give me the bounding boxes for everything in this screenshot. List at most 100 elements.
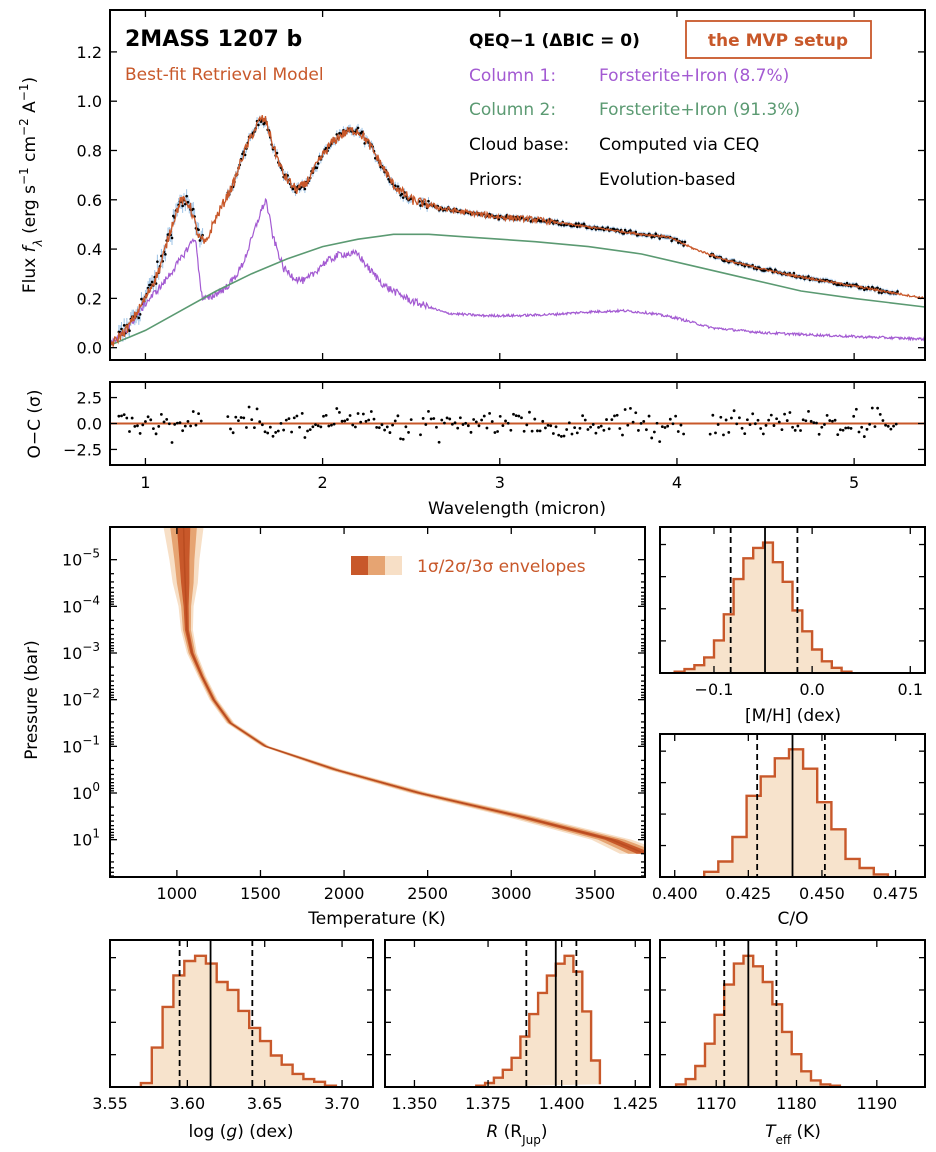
residual-point xyxy=(565,428,569,431)
residual-point xyxy=(793,428,797,432)
residual-point xyxy=(642,419,646,423)
residual-point xyxy=(714,431,717,435)
residual-point xyxy=(276,429,280,433)
residual-point xyxy=(435,425,438,429)
hist-outline xyxy=(703,748,890,877)
residual-point xyxy=(820,425,824,429)
envelope-legend-label: 1σ/2σ/3σ envelopes xyxy=(417,557,586,577)
x-tick-label: 4 xyxy=(672,473,682,492)
residual-point xyxy=(453,421,457,425)
residual-point xyxy=(751,412,755,416)
residual-y-ticks: 2.5 0.0 −2.5 xyxy=(63,389,925,459)
data-point xyxy=(396,185,400,188)
residual-point xyxy=(263,430,267,434)
residual-point xyxy=(868,422,872,426)
data-point xyxy=(876,286,879,290)
residual-point xyxy=(767,418,771,422)
series-column1-line xyxy=(110,197,925,346)
residual-point xyxy=(316,424,320,428)
residual-point xyxy=(525,423,529,427)
residual-point xyxy=(295,414,299,418)
residual-point xyxy=(533,417,537,421)
residual-point xyxy=(732,409,736,413)
residual-point xyxy=(490,420,494,423)
residual-point xyxy=(634,411,638,415)
residual-point xyxy=(748,423,752,427)
hist-outline xyxy=(673,541,853,673)
residual-point xyxy=(708,432,712,436)
residual-point xyxy=(591,423,595,426)
legend-row-label: Priors: xyxy=(469,170,523,190)
legend-row-value: Computed via CEQ xyxy=(599,135,759,155)
data-point xyxy=(197,228,200,232)
x-tick-label: 5 xyxy=(849,473,859,492)
x-tick-label: 0.400 xyxy=(652,884,698,903)
residual-point xyxy=(522,429,526,433)
residual-point xyxy=(247,405,251,409)
residual-point xyxy=(512,412,515,416)
spectrum-axes-frame xyxy=(109,9,926,361)
data-point xyxy=(315,166,319,170)
residual-point xyxy=(658,440,662,444)
residual-point xyxy=(520,416,523,420)
residual-point xyxy=(812,421,816,425)
residual-point xyxy=(367,418,371,422)
residual-point xyxy=(183,424,187,428)
x-tick-label: 0.425 xyxy=(725,884,771,903)
residual-point xyxy=(671,422,675,426)
residual-point xyxy=(340,419,344,423)
residual-point xyxy=(335,407,339,410)
data-point xyxy=(400,192,404,196)
y-tick-label: 101 xyxy=(72,827,100,850)
residual-point xyxy=(735,422,739,426)
residual-point xyxy=(623,408,627,411)
x-tick-label: 1500 xyxy=(240,884,281,903)
residual-point xyxy=(458,416,462,420)
residual-point xyxy=(250,418,254,422)
residual-point xyxy=(186,419,190,423)
data-point xyxy=(658,237,661,240)
mvp-badge-frame xyxy=(685,20,872,59)
residual-point xyxy=(407,431,410,434)
residual-point xyxy=(528,410,531,414)
x-tick-label: 1 xyxy=(140,473,150,492)
y-tick-label: 0.6 xyxy=(77,191,102,210)
residual-point xyxy=(753,422,757,426)
residual-point xyxy=(474,420,478,424)
residual-point xyxy=(546,423,550,427)
residual-point xyxy=(783,412,786,416)
residual-point xyxy=(252,426,256,430)
x-tick-label: 3.60 xyxy=(170,1094,206,1113)
data-point xyxy=(140,297,143,301)
residual-point xyxy=(764,424,768,427)
residual-point xyxy=(300,411,304,415)
y-tick-label: 10−4 xyxy=(62,593,100,616)
chart-title: 2MASS 1207 b xyxy=(125,27,302,52)
residual-point xyxy=(245,426,248,429)
data-point xyxy=(419,204,422,207)
y-tick-label: 0.8 xyxy=(77,141,102,160)
y-tick-label: −2.5 xyxy=(63,440,102,459)
residual-point xyxy=(836,433,840,437)
residual-point xyxy=(602,428,606,432)
x-tick-label: 2000 xyxy=(324,884,365,903)
residual-point xyxy=(377,426,381,430)
residual-point xyxy=(343,419,347,423)
x-tick-label: 1170 xyxy=(696,1094,737,1113)
residual-point xyxy=(581,414,585,418)
residual-point xyxy=(298,425,301,429)
residual-point xyxy=(780,428,784,432)
residual-point xyxy=(159,412,163,416)
residual-point xyxy=(279,421,283,425)
legend-swatch-1sigma xyxy=(351,556,368,575)
residual-point xyxy=(364,419,368,423)
residual-point xyxy=(226,415,230,418)
data-point xyxy=(164,253,167,256)
residual-point xyxy=(361,412,365,416)
legend-row-label: Column 2: xyxy=(469,100,556,120)
residual-point xyxy=(862,435,866,438)
data-point xyxy=(387,178,390,181)
residual-point xyxy=(711,413,715,417)
y-tick-label: 10−1 xyxy=(62,733,100,756)
data-point xyxy=(241,152,244,156)
